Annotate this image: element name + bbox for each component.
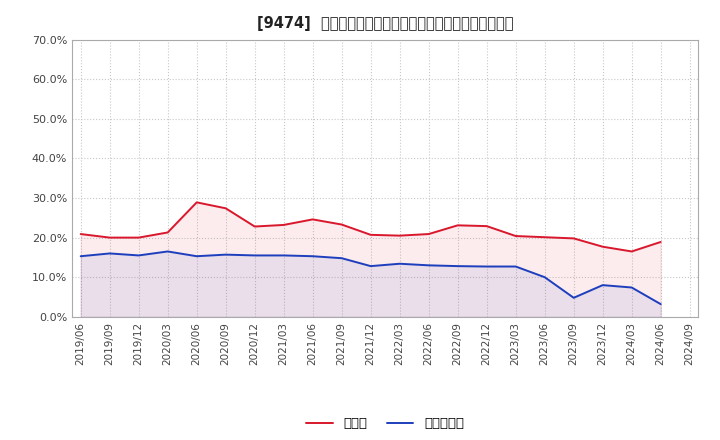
現頲金 [221, 205, 230, 211]
現頲金 [482, 224, 491, 229]
現頲金 [308, 217, 317, 222]
有利子負債 [279, 253, 288, 258]
現頲金 [366, 232, 375, 238]
Title: [9474]  現頲金、有利子負債の総資産に対する比率の推移: [9474] 現頲金、有利子負債の総資産に対する比率の推移 [257, 16, 513, 32]
現頲金 [338, 222, 346, 227]
現頲金 [454, 223, 462, 228]
有利子負債 [598, 282, 607, 288]
有利子負債 [338, 256, 346, 261]
現頲金 [395, 233, 404, 238]
現頲金 [251, 224, 259, 229]
現頲金 [570, 236, 578, 241]
有利子負債 [366, 264, 375, 269]
現頲金 [424, 231, 433, 237]
現頲金 [627, 249, 636, 254]
現頲金 [279, 222, 288, 227]
有利子負債 [511, 264, 520, 269]
現頲金 [511, 233, 520, 238]
現頲金 [76, 231, 85, 237]
有利子負債 [308, 253, 317, 259]
有利子負債 [192, 253, 201, 259]
現頲金 [135, 235, 143, 240]
有利子負債 [163, 249, 172, 254]
有利子負債 [424, 263, 433, 268]
有利子負債 [482, 264, 491, 269]
Line: 有利子負債: 有利子負債 [81, 251, 661, 304]
有利子負債 [105, 251, 114, 256]
現頲金 [192, 200, 201, 205]
現頲金 [163, 230, 172, 235]
現頲金 [541, 235, 549, 240]
有利子負債 [541, 275, 549, 280]
現頲金 [657, 239, 665, 245]
有利子負債 [135, 253, 143, 258]
現頲金 [598, 244, 607, 249]
有利子負債 [657, 301, 665, 307]
有利子負債 [570, 295, 578, 301]
有利子負債 [395, 261, 404, 266]
Legend: 現頲金, 有利子負債: 現頲金, 有利子負債 [301, 412, 469, 436]
Line: 現頲金: 現頲金 [81, 202, 661, 251]
有利子負債 [454, 264, 462, 269]
現頲金 [105, 235, 114, 240]
有利子負債 [251, 253, 259, 258]
有利子負債 [76, 253, 85, 259]
有利子負債 [627, 285, 636, 290]
有利子負債 [221, 252, 230, 257]
